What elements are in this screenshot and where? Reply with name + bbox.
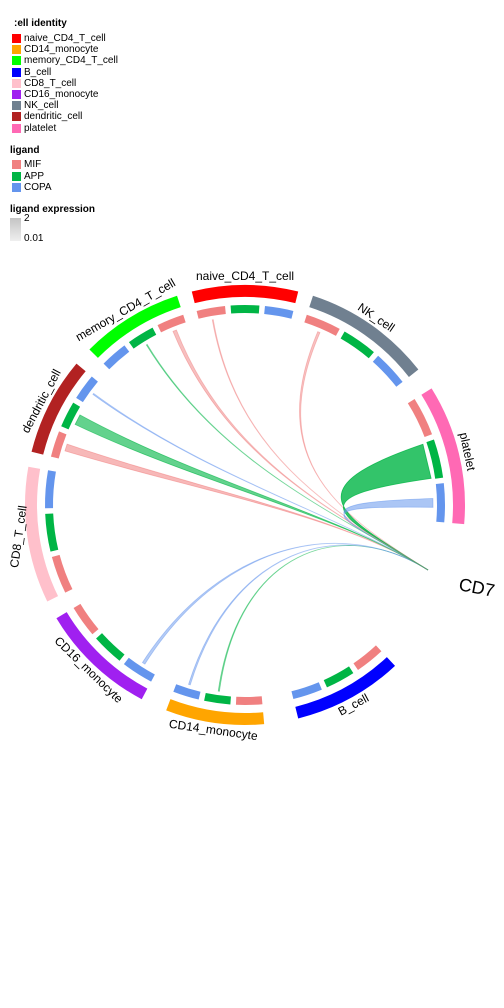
ligand-block-dendritic-cell-mif [50,431,67,459]
ligand-block-memory-cd4-t-cell-copa [103,345,130,370]
link-cd14-monocyte-app [217,545,429,692]
legend-swatch [12,90,21,99]
ligand-block-nk-cell-app [340,331,374,359]
ligand-block-platelet-mif [407,399,433,438]
sector-arc-nk-cell [309,295,419,377]
ligand-expression-gradient [10,218,21,241]
legend-swatch [12,45,21,55]
legend-label: memory_CD4_T_cell [24,55,118,67]
ligand-block-memory-cd4-t-cell-mif [157,314,186,333]
sector-label-naive-cd4-t-cell: naive_CD4_T_cell [196,269,294,283]
ligand-block-naive-cd4-t-cell-app [230,304,260,314]
ligand-expression-legend-title: ligand expression [10,204,96,215]
legend-swatch [12,183,21,192]
legend-swatch [12,56,21,66]
sector-label-cd8-t-cell: CD8_T_cell [7,505,30,569]
legend-label: COPA [24,182,52,193]
sector-arc-b-cell [295,657,396,719]
ligand-block-naive-cd4-t-cell-copa [264,306,294,319]
target-sector-label: CD7 [457,574,496,601]
ligand-block-nk-cell-copa [372,355,403,387]
ligand-expression-max-label: 2 [24,213,30,224]
link-memory-cd4-t-cell-app [145,343,429,571]
ligand-block-cd8-t-cell-copa [45,470,56,509]
link-dendritic-cell-app [74,414,429,571]
ligand-block-cd16-monocyte-app [96,633,125,661]
ligand-block-nk-cell-mif [304,314,340,336]
ligand-block-cd16-monocyte-copa [123,657,155,682]
ligand-block-cd14-monocyte-copa [173,684,201,700]
sector-arc-naive-cd4-t-cell [191,284,299,304]
ligand-block-naive-cd4-t-cell-mif [196,306,226,319]
legend-swatch [12,101,21,111]
legend-swatch [12,160,21,169]
legend-label: CD8_T_cell [24,77,77,89]
link-memory-cd4-t-cell-mif [172,329,429,571]
ligand-block-memory-cd4-t-cell-app [128,327,157,349]
ligand-block-platelet-copa [435,483,445,523]
legend-label: CD14_monocyte [24,44,99,56]
ligand-block-dendritic-cell-app [61,402,81,430]
ligand-legend-title: ligand [10,145,40,156]
ligand-block-cd8-t-cell-mif [51,554,73,593]
ligand-block-cd14-monocyte-mif [235,696,263,705]
ligand-block-dendritic-cell-copa [76,376,98,403]
chord-sectors [25,284,465,725]
ligand-block-platelet-app [426,439,444,479]
legend-label: NK_cell [24,100,59,112]
sector-arc-memory-cd4-t-cell [89,295,181,358]
sector-arc-cd8-t-cell [25,466,59,602]
sector-arc-cd14-monocyte [166,699,265,725]
cell-identity-legend-title: :ell identity [14,18,67,29]
sector-arc-platelet [421,388,465,525]
legend-swatch [12,67,21,77]
legend-label: B_cell [24,66,52,78]
ligand-block-cd8-t-cell-app [45,513,59,552]
ligand-block-b-cell-copa [291,682,322,700]
ligand-block-cd16-monocyte-mif [73,603,99,635]
legend-label: CD16_monocyte [24,89,99,100]
chord-links [64,319,434,692]
ligand-block-cd14-monocyte-app [204,692,231,705]
link-cd16-monocyte-copa [141,543,429,665]
legend-swatch [12,34,21,43]
legend-swatch [12,78,21,88]
legend-panel: :ell identity naive_CD4_T_cell CD14_monoc… [0,0,200,250]
legend-label: platelet [24,122,57,134]
sector-arc-cd16-monocyte [56,612,148,700]
ligand-block-b-cell-app [323,666,354,688]
legend-swatch [12,171,21,181]
legend-label: naive_CD4_T_cell [24,33,106,44]
sector-arc-dendritic-cell [31,363,86,455]
ligand-block-b-cell-mif [353,645,382,671]
ligand-expression-min-label: 0.01 [24,233,44,244]
legend-label: APP [24,170,45,182]
legend-swatch [12,112,21,122]
legend-label: dendritic_cell [24,111,83,123]
legend-label: MIF [24,159,42,170]
legend-swatch [12,123,21,133]
